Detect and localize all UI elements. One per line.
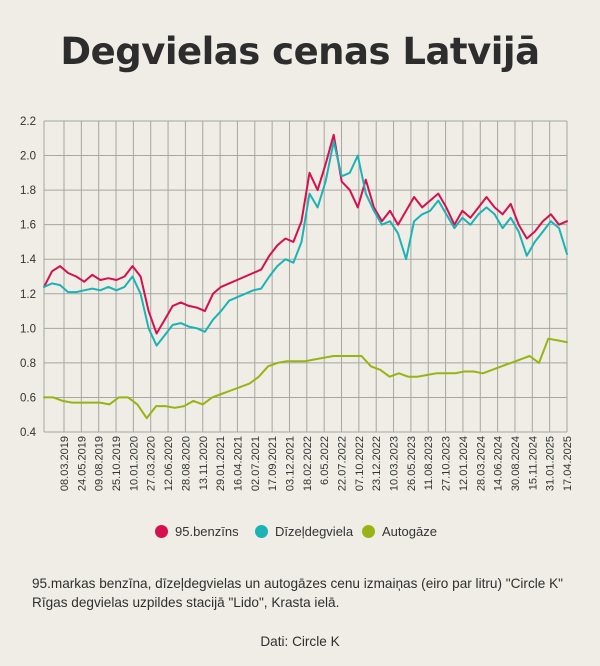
x-tick-label: 17.04.2025 xyxy=(562,436,574,491)
data-source: Dati: Circle K xyxy=(260,634,340,649)
y-tick-label: 1.2 xyxy=(20,289,36,301)
x-tick-label: 12.01.2024 xyxy=(458,436,470,491)
x-tick-label: 6.05.2022 xyxy=(319,436,331,485)
series-line-2 xyxy=(43,337,568,420)
series-lines xyxy=(43,133,568,420)
x-tick-label: 12.06.2020 xyxy=(163,436,175,491)
x-tick-label: 03.12.2021 xyxy=(284,436,296,491)
x-tick-label: 17.09.2021 xyxy=(267,436,279,491)
y-tick-label: 1.4 xyxy=(20,254,37,266)
series-line-0 xyxy=(43,133,568,335)
y-axis-ticks: 0.4 0.6 0.8 1.0 1.2 1.4 1.6 1.8 2.0 2.2 xyxy=(20,116,37,439)
x-tick-label: 22.07.2022 xyxy=(337,436,349,491)
y-tick-label: 1.8 xyxy=(20,185,36,197)
x-tick-label: 28.08.2020 xyxy=(180,436,192,491)
x-tick-label: 07.10.2022 xyxy=(354,436,366,491)
x-tick-label: 08.03.2019 xyxy=(59,436,71,491)
x-tick-label: 13.11.2020 xyxy=(198,436,210,490)
y-tick-label: 1.0 xyxy=(20,323,36,335)
page-title: Degvielas cenas Latvijā xyxy=(60,30,540,73)
x-tick-label: 14.06.2024 xyxy=(493,436,505,491)
x-tick-label: 18.02.2022 xyxy=(302,436,314,491)
x-tick-label: 29.01.2021 xyxy=(215,436,227,491)
x-tick-label: 26.05.2023 xyxy=(406,436,418,491)
y-tick-label: 1.6 xyxy=(20,220,36,232)
y-tick-label: 2.0 xyxy=(20,151,36,163)
x-tick-label: 15.11.2024 xyxy=(527,436,539,490)
y-tick-label: 0.6 xyxy=(20,392,36,404)
x-tick-label: 23.12.2022 xyxy=(371,436,383,491)
x-tick-label: 28.03.2024 xyxy=(475,436,487,491)
legend-item-dizeldegviela: Dīzeļdegviela xyxy=(255,524,353,539)
x-tick-label: 27.03.2020 xyxy=(146,436,158,491)
x-tick-label: 24.05.2019 xyxy=(76,436,88,491)
x-tick-label: 09.08.2019 xyxy=(94,436,106,491)
legend-item-benzins: 95.benzīns xyxy=(155,524,239,539)
series-line-1 xyxy=(43,140,568,347)
legend-label-autogaze: Autogāze xyxy=(382,524,437,539)
x-tick-label: 30.08.2024 xyxy=(510,436,522,491)
x-axis-ticks: 08.03.2019 24.05.2019 09.08.2019 25.10.2019… xyxy=(59,436,574,491)
x-tick-label: 27.10.2023 xyxy=(441,436,453,491)
legend: 95.benzīns Dīzeļdegviela Autogāze xyxy=(0,524,600,546)
legend-swatch-benzins xyxy=(155,525,168,538)
x-tick-label: 31.01.2025 xyxy=(545,436,557,491)
y-tick-label: 0.8 xyxy=(20,358,36,370)
legend-label-benzins: 95.benzīns xyxy=(175,524,239,539)
y-tick-label: 2.2 xyxy=(20,116,36,128)
chart-caption: 95.markas benzīna, dīzeļdegvielas un aut… xyxy=(32,576,564,610)
x-tick-label: 16.04.2021 xyxy=(232,436,244,491)
legend-item-autogaze: Autogāze xyxy=(362,524,437,539)
y-tick-label: 0.4 xyxy=(20,427,37,439)
legend-swatch-autogaze xyxy=(362,525,375,538)
grid xyxy=(43,120,568,433)
x-tick-label: 10.01.2020 xyxy=(128,436,140,491)
x-tick-label: 11.08.2023 xyxy=(423,436,435,490)
x-tick-label: 02.07.2021 xyxy=(250,436,262,491)
legend-swatch-dizeldegviela xyxy=(255,525,268,538)
line-chart: 0.4 0.6 0.8 1.0 1.2 1.4 1.6 1.8 2.0 2.2 08.03.201… xyxy=(20,116,574,491)
x-tick-label: 25.10.2019 xyxy=(111,436,123,491)
x-tick-label: 10.03.2023 xyxy=(389,436,401,491)
legend-label-dizeldegviela: Dīzeļdegviela xyxy=(275,524,354,539)
